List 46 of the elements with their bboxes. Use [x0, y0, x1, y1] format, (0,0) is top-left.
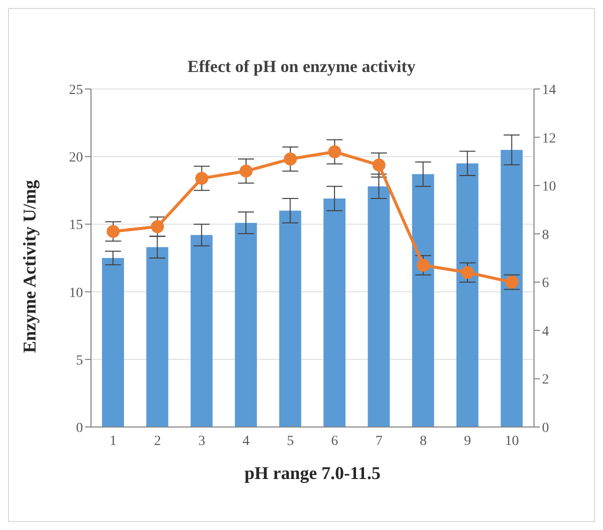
- bar: [234, 222, 257, 427]
- bar: [368, 186, 390, 427]
- x-tick-label: 1: [110, 434, 117, 449]
- x-axis-title: pH range 7.0-11.5: [244, 463, 381, 483]
- x-tick-label: 4: [242, 434, 250, 449]
- x-tick-label: 8: [420, 434, 427, 449]
- point: [240, 164, 253, 178]
- y-tick-label: 15: [69, 218, 83, 234]
- bar: [456, 163, 478, 427]
- bar: [190, 235, 213, 427]
- y2-tick-label: 6: [542, 276, 549, 292]
- x-tick-label: 10: [504, 434, 519, 449]
- y2-tick-label: 14: [542, 82, 556, 98]
- point: [461, 266, 474, 279]
- bar: [146, 247, 168, 427]
- x-tick-label: 5: [286, 434, 294, 449]
- y-tick-label: 25: [69, 82, 83, 98]
- x-tick-label: 6: [331, 434, 338, 449]
- x-tick-label: 3: [198, 434, 206, 449]
- point: [106, 224, 120, 238]
- y-tick-label: 0: [76, 420, 83, 436]
- y2-tick-label: 0: [542, 420, 549, 436]
- bar: [102, 258, 124, 427]
- bar: [412, 174, 434, 427]
- y-axis-title: Enzyme Activity U/mg: [19, 180, 40, 353]
- bar: [500, 150, 523, 427]
- x-tick-label: 9: [464, 434, 472, 449]
- point: [284, 152, 297, 166]
- y2-tick-label: 4: [542, 324, 549, 340]
- bar: [279, 210, 302, 427]
- bar: [324, 198, 346, 427]
- y-tick-label: 5: [76, 353, 83, 368]
- point: [328, 145, 342, 158]
- y-tick-label: 10: [69, 286, 83, 301]
- y-tick-label: 20: [69, 150, 83, 166]
- x-tick-label: 7: [375, 434, 382, 449]
- point: [416, 258, 430, 272]
- x-tick-label: 2: [154, 434, 161, 449]
- y2-tick-label: 12: [542, 131, 556, 146]
- chart-title: Effect of pH on enzyme activity: [186, 57, 417, 77]
- point: [372, 158, 386, 172]
- y2-tick-label: 2: [542, 372, 549, 388]
- y2-tick-label: 10: [542, 180, 556, 195]
- y2-tick-label: 8: [542, 228, 549, 243]
- point: [150, 220, 164, 234]
- point: [195, 172, 208, 185]
